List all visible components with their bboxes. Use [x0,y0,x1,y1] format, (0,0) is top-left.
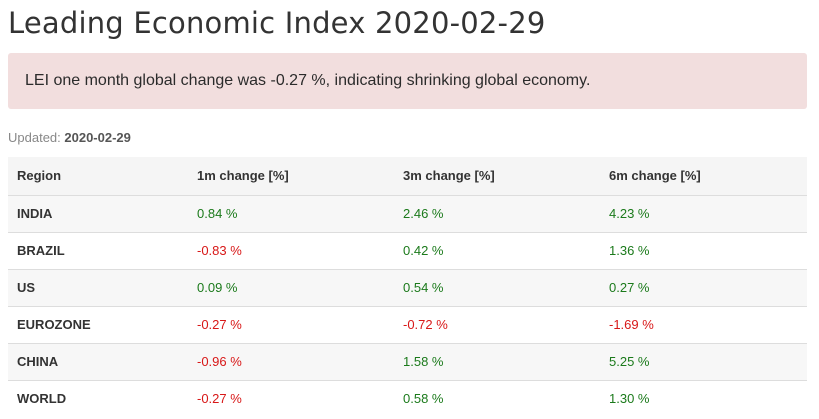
change-3m-cell: 1.58 % [403,354,444,369]
table-row: US 0.09 % 0.54 % 0.27 % [8,269,807,306]
table-header-row: Region 1m change [%] 3m change [%] 6m ch… [8,157,807,195]
updated-label: Updated: [8,130,61,145]
change-1m-cell: -0.27 % [197,391,242,407]
region-cell: INDIA [17,206,53,221]
region-cell: BRAZIL [17,243,65,258]
region-cell: CHINA [17,354,59,369]
table-row: WORLD -0.27 % 0.58 % 1.30 % [8,380,807,417]
change-6m-cell: 5.25 % [609,354,650,369]
change-3m-cell: -0.72 % [403,317,448,332]
change-6m-cell: -1.69 % [609,317,654,332]
change-3m-cell: 0.42 % [403,243,444,258]
region-cell: EUROZONE [17,317,91,332]
column-header-1m-change[interactable]: 1m change [%] [197,168,289,184]
table-row: EUROZONE -0.27 % -0.72 % -1.69 % [8,306,807,343]
change-3m-cell: 0.54 % [403,280,444,295]
change-6m-cell: 1.30 % [609,391,650,407]
page-title: Leading Economic Index 2020-02-29 [8,6,546,40]
table-row: CHINA -0.96 % 1.58 % 5.25 % [8,343,807,380]
region-cell: WORLD [17,391,67,407]
updated-date: 2020-02-29 [64,130,131,145]
change-1m-cell: -0.83 % [197,243,242,258]
change-6m-cell: 4.23 % [609,206,650,221]
change-1m-cell: -0.96 % [197,354,242,369]
change-3m-cell: 2.46 % [403,206,444,221]
lei-table: Region 1m change [%] 3m change [%] 6m ch… [8,157,807,417]
change-1m-cell: 0.84 % [197,206,238,221]
column-header-3m-change[interactable]: 3m change [%] [403,168,495,184]
change-6m-cell: 1.36 % [609,243,650,258]
column-header-6m-change[interactable]: 6m change [%] [609,168,701,184]
change-3m-cell: 0.58 % [403,391,444,407]
updated-info: Updated: 2020-02-29 [8,130,131,145]
change-1m-cell: -0.27 % [197,317,242,332]
alert-text: LEI one month global change was -0.27 %,… [25,72,591,89]
alert-banner: LEI one month global change was -0.27 %,… [8,53,807,109]
column-header-region[interactable]: Region [17,168,62,184]
change-6m-cell: 0.27 % [609,280,650,295]
table-row: INDIA 0.84 % 2.46 % 4.23 % [8,195,807,232]
table-row: BRAZIL -0.83 % 0.42 % 1.36 % [8,232,807,269]
change-1m-cell: 0.09 % [197,280,238,295]
region-cell: US [17,280,36,295]
